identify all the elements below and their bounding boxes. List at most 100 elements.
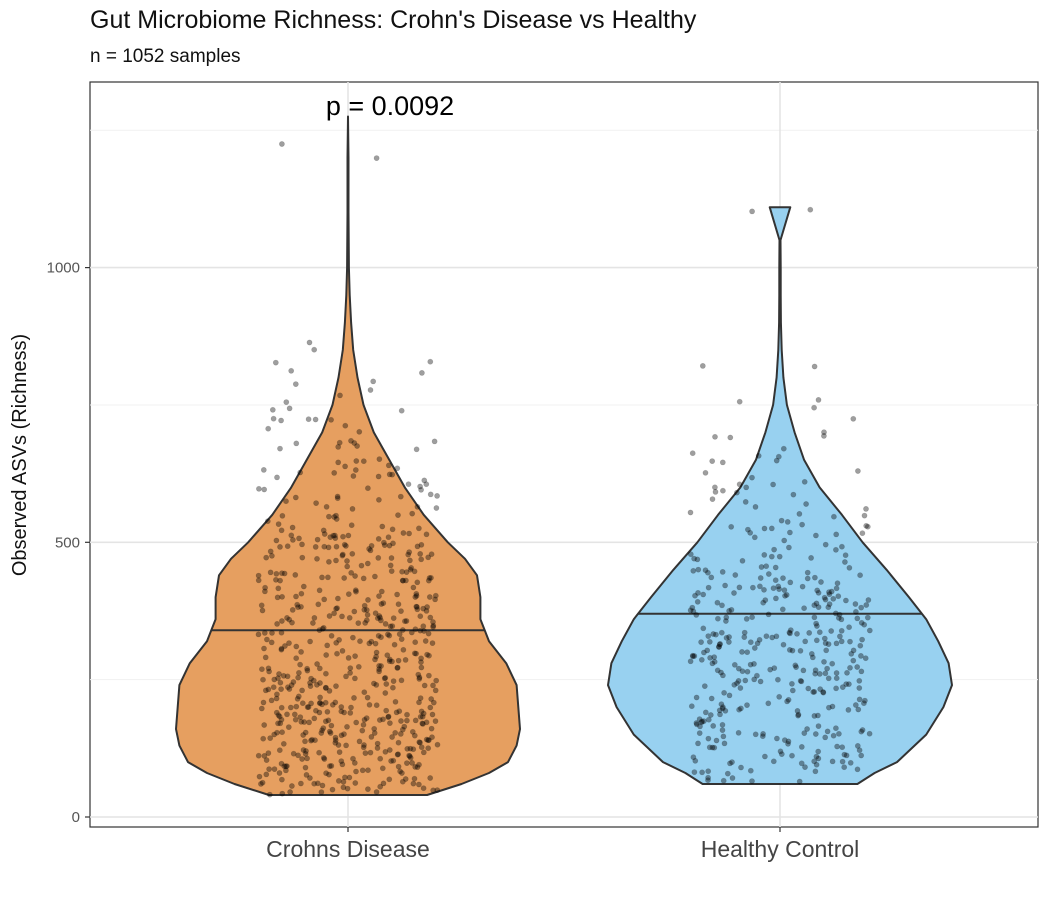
sample-point xyxy=(846,681,852,687)
sample-point xyxy=(776,693,783,700)
sample-point xyxy=(739,649,745,655)
sample-point xyxy=(815,396,822,403)
sample-point xyxy=(292,381,299,387)
sample-point xyxy=(326,688,333,694)
sample-point xyxy=(699,769,705,776)
sample-point xyxy=(751,676,758,683)
sample-point xyxy=(864,614,871,621)
sample-point xyxy=(804,726,810,732)
sample-point xyxy=(744,649,751,656)
sample-point xyxy=(277,577,283,584)
sample-point xyxy=(338,708,345,715)
sample-point xyxy=(278,645,285,652)
sample-point xyxy=(839,684,846,690)
sample-point xyxy=(425,577,432,584)
sample-point xyxy=(414,543,421,550)
sample-point xyxy=(411,650,418,657)
sample-point xyxy=(376,456,383,462)
sample-point xyxy=(332,737,339,744)
sample-point xyxy=(347,710,354,716)
sample-point xyxy=(338,732,345,739)
sample-point xyxy=(814,623,820,629)
sample-point xyxy=(367,547,374,554)
sample-point xyxy=(312,707,319,714)
sample-point xyxy=(304,667,311,674)
sample-point xyxy=(319,727,325,734)
sample-point xyxy=(333,639,340,646)
sample-point xyxy=(719,705,726,712)
sample-point xyxy=(268,639,275,646)
sample-point xyxy=(258,602,265,609)
sample-point xyxy=(278,527,285,534)
sample-point xyxy=(861,700,867,707)
sample-point xyxy=(787,630,793,637)
sample-point xyxy=(804,569,811,576)
sample-point xyxy=(274,729,280,736)
sample-point xyxy=(325,544,332,551)
sample-point xyxy=(850,647,857,654)
sample-point xyxy=(377,755,384,762)
sample-point xyxy=(794,630,800,637)
sample-point xyxy=(359,727,366,734)
sample-point xyxy=(739,668,746,675)
sample-point xyxy=(374,740,381,747)
sample-point xyxy=(716,707,723,714)
sample-point xyxy=(333,512,339,519)
sample-point xyxy=(277,720,284,727)
y-tick-label: 1000 xyxy=(47,260,80,277)
sample-point xyxy=(850,415,857,422)
sample-point xyxy=(693,612,700,618)
sample-point xyxy=(716,644,722,650)
sample-point xyxy=(356,738,363,745)
sample-point xyxy=(434,787,441,793)
sample-point xyxy=(770,481,776,488)
sample-point xyxy=(319,701,325,708)
sample-point xyxy=(723,618,729,624)
sample-point xyxy=(719,459,726,466)
sample-point xyxy=(742,677,749,684)
sample-point xyxy=(747,661,754,668)
sample-point xyxy=(293,440,300,447)
sample-point xyxy=(413,604,420,610)
sample-point xyxy=(821,594,828,601)
sample-point xyxy=(268,552,275,559)
sample-point xyxy=(385,462,392,469)
sample-point xyxy=(265,750,272,756)
sample-point xyxy=(780,575,786,581)
sample-point xyxy=(862,655,869,662)
sample-point xyxy=(279,790,286,797)
sample-point xyxy=(715,615,721,622)
sample-point xyxy=(317,680,323,686)
sample-point xyxy=(260,735,267,742)
sample-point xyxy=(728,523,735,530)
sample-point xyxy=(842,552,849,559)
sample-point xyxy=(352,587,359,594)
sample-point xyxy=(374,615,381,622)
sample-point xyxy=(266,791,273,798)
sample-point xyxy=(345,532,352,539)
sample-point xyxy=(825,675,832,682)
sample-point xyxy=(276,671,282,677)
sample-point xyxy=(364,485,371,492)
sample-point xyxy=(738,764,744,771)
sample-point xyxy=(385,714,392,720)
sample-point xyxy=(852,601,859,607)
sample-point xyxy=(695,740,701,747)
sample-point xyxy=(339,551,346,558)
sample-point xyxy=(402,776,409,782)
sample-point xyxy=(380,539,387,546)
sample-point xyxy=(765,571,772,577)
sample-point xyxy=(387,623,394,630)
sample-point xyxy=(785,738,792,745)
sample-point xyxy=(776,553,783,560)
sample-point xyxy=(333,605,339,612)
sample-point xyxy=(279,512,286,519)
sample-point xyxy=(391,641,398,648)
sample-point xyxy=(258,666,265,673)
sample-point xyxy=(711,744,718,751)
sample-point xyxy=(349,634,356,641)
sample-point xyxy=(813,532,819,539)
sample-point xyxy=(278,417,284,424)
sample-point xyxy=(798,744,805,750)
sample-point xyxy=(834,743,840,750)
